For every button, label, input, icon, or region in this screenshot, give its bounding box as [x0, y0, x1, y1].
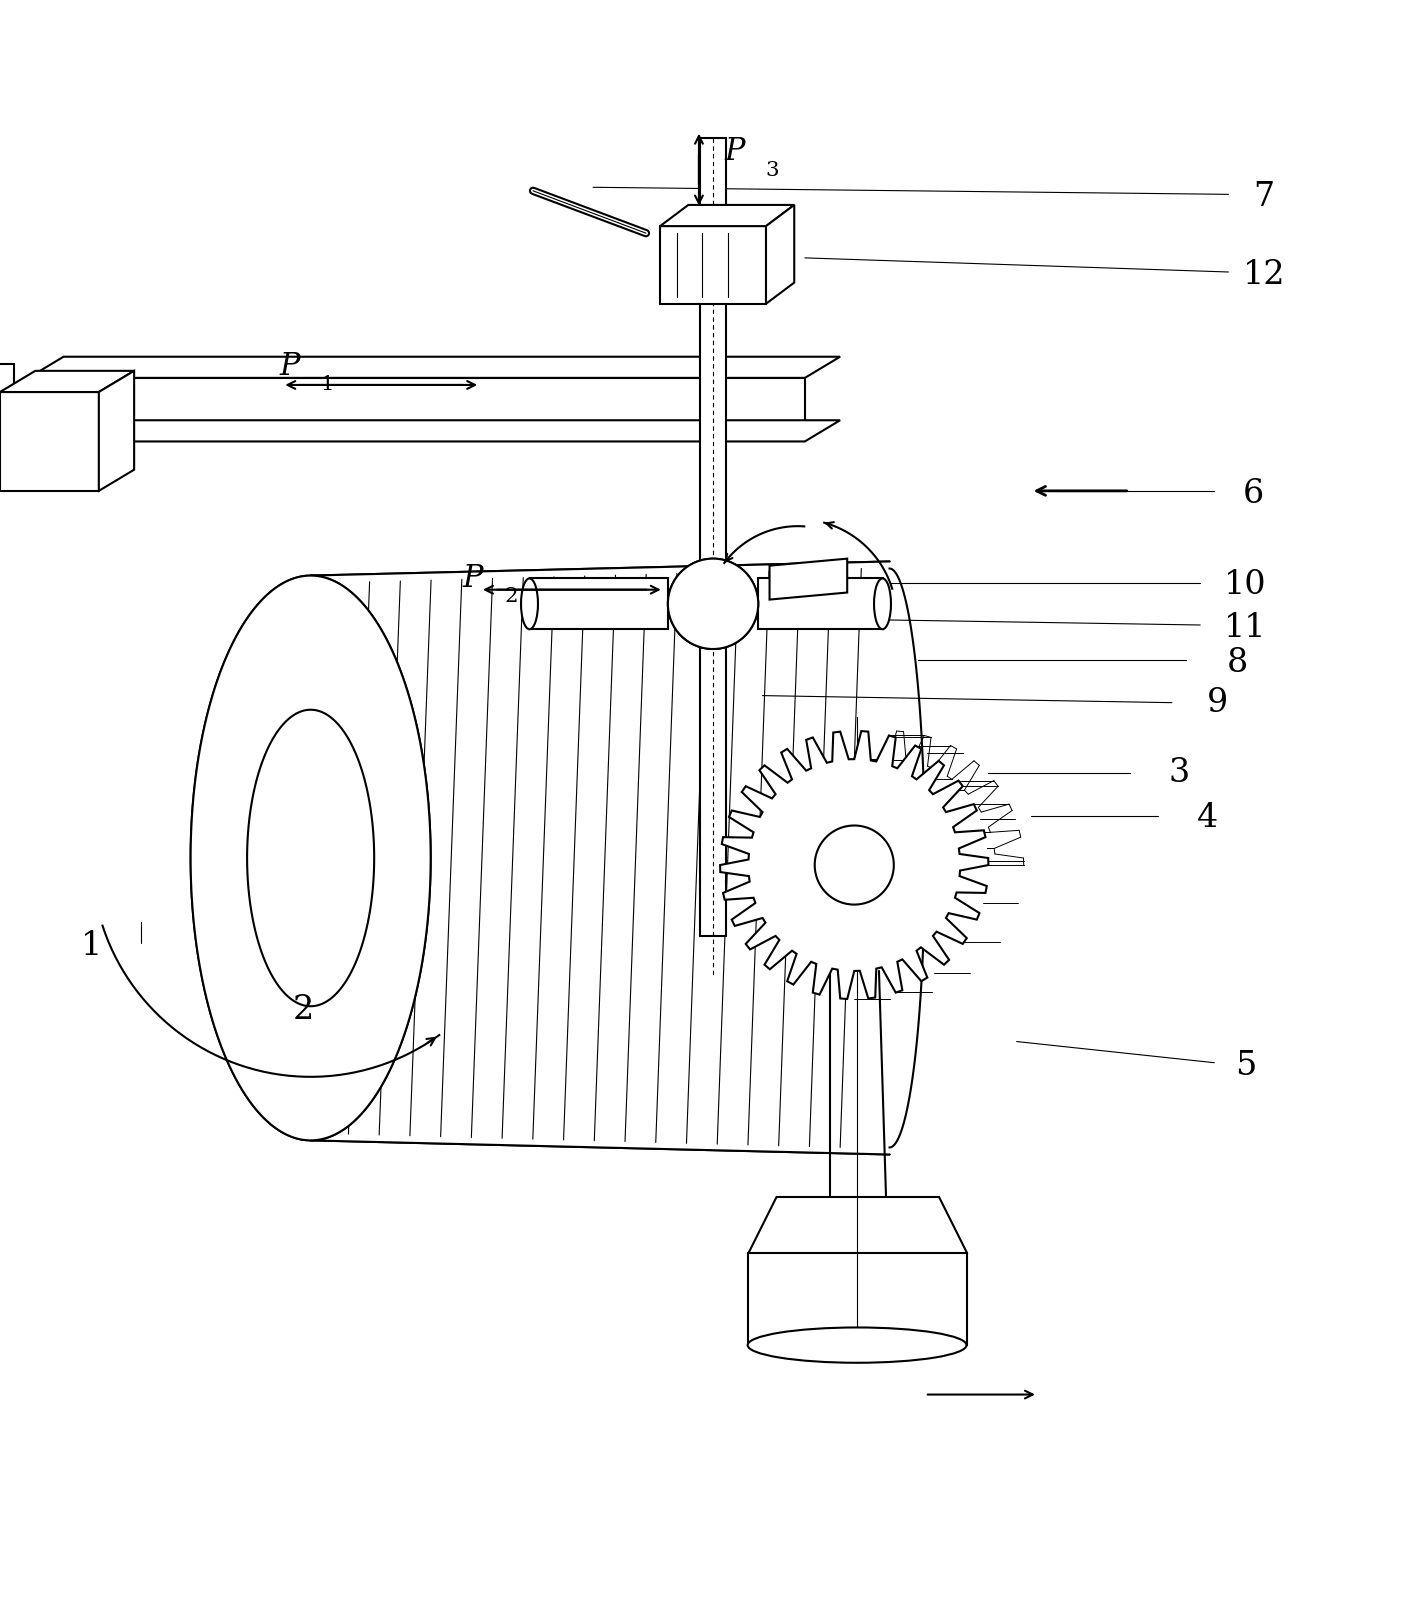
Polygon shape — [311, 561, 890, 1154]
Polygon shape — [99, 370, 134, 491]
Text: 9: 9 — [1206, 686, 1228, 718]
Ellipse shape — [874, 579, 891, 630]
Polygon shape — [0, 370, 134, 393]
Polygon shape — [661, 226, 765, 305]
Polygon shape — [0, 364, 14, 455]
Text: 3: 3 — [1168, 757, 1190, 789]
Polygon shape — [28, 357, 840, 378]
Text: 6: 6 — [1243, 478, 1265, 510]
Polygon shape — [28, 420, 840, 441]
Polygon shape — [191, 575, 431, 1140]
Text: 2: 2 — [504, 587, 518, 606]
Text: P: P — [280, 351, 299, 382]
Text: P: P — [463, 563, 483, 593]
Text: 11: 11 — [1224, 612, 1267, 644]
Text: 1: 1 — [321, 375, 335, 394]
Polygon shape — [720, 731, 988, 999]
Text: 5: 5 — [1234, 1050, 1257, 1082]
Polygon shape — [28, 378, 805, 441]
Text: 3: 3 — [765, 160, 779, 180]
Text: 4: 4 — [1197, 803, 1217, 835]
Polygon shape — [0, 393, 99, 491]
Polygon shape — [247, 710, 374, 1007]
Text: 12: 12 — [1243, 258, 1285, 290]
Text: 2: 2 — [292, 994, 315, 1026]
Text: 1: 1 — [80, 930, 103, 962]
Text: 8: 8 — [1226, 648, 1248, 680]
Polygon shape — [661, 205, 794, 226]
Ellipse shape — [521, 579, 538, 630]
Polygon shape — [191, 575, 431, 1140]
Polygon shape — [530, 579, 668, 630]
Polygon shape — [700, 138, 726, 936]
Polygon shape — [770, 558, 847, 600]
Circle shape — [668, 558, 758, 649]
Text: P: P — [724, 136, 744, 167]
Polygon shape — [765, 205, 794, 305]
Text: 7: 7 — [1254, 181, 1274, 213]
Polygon shape — [815, 826, 894, 904]
Ellipse shape — [748, 1327, 966, 1363]
Polygon shape — [758, 579, 882, 630]
Circle shape — [668, 558, 758, 649]
Polygon shape — [247, 710, 374, 1007]
Text: 10: 10 — [1224, 569, 1267, 601]
